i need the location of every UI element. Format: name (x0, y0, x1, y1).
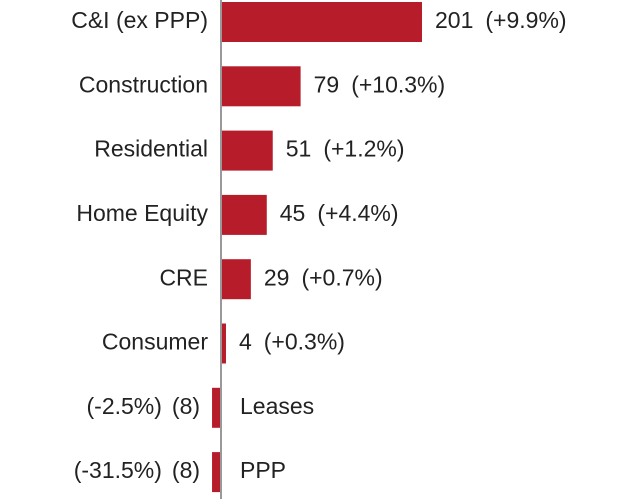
category-label: CRE (159, 264, 208, 290)
bar (222, 2, 422, 42)
bar (222, 66, 301, 107)
bar (222, 194, 267, 235)
change-label: (-2.5%) (87, 393, 162, 419)
value-label: 45 (280, 200, 306, 226)
bar (222, 130, 273, 171)
value-label: (8) (172, 393, 200, 419)
bar (212, 387, 220, 428)
category-label: Residential (94, 136, 208, 162)
change-label: (+10.3%) (351, 71, 445, 97)
change-label: (+0.7%) (301, 264, 382, 290)
bar (212, 452, 220, 493)
bar (222, 259, 251, 300)
category-label: Construction (79, 71, 208, 97)
change-label: (+0.3%) (264, 329, 345, 355)
category-label: Leases (240, 393, 314, 419)
value-label: 51 (286, 136, 312, 162)
change-label: (-31.5%) (74, 457, 162, 483)
change-label: (+1.2%) (323, 136, 404, 162)
category-label: PPP (240, 457, 286, 483)
value-label: (8) (172, 457, 200, 483)
change-label: (+9.9%) (485, 7, 566, 33)
category-label: C&I (ex PPP) (71, 7, 208, 33)
category-label: Home Equity (76, 200, 208, 226)
bar (222, 323, 226, 364)
value-label: 4 (239, 329, 252, 355)
value-label: 201 (435, 7, 473, 33)
value-label: 29 (264, 264, 290, 290)
change-label: (+4.4%) (317, 200, 398, 226)
category-label: Consumer (102, 329, 208, 355)
value-label: 79 (314, 71, 340, 97)
